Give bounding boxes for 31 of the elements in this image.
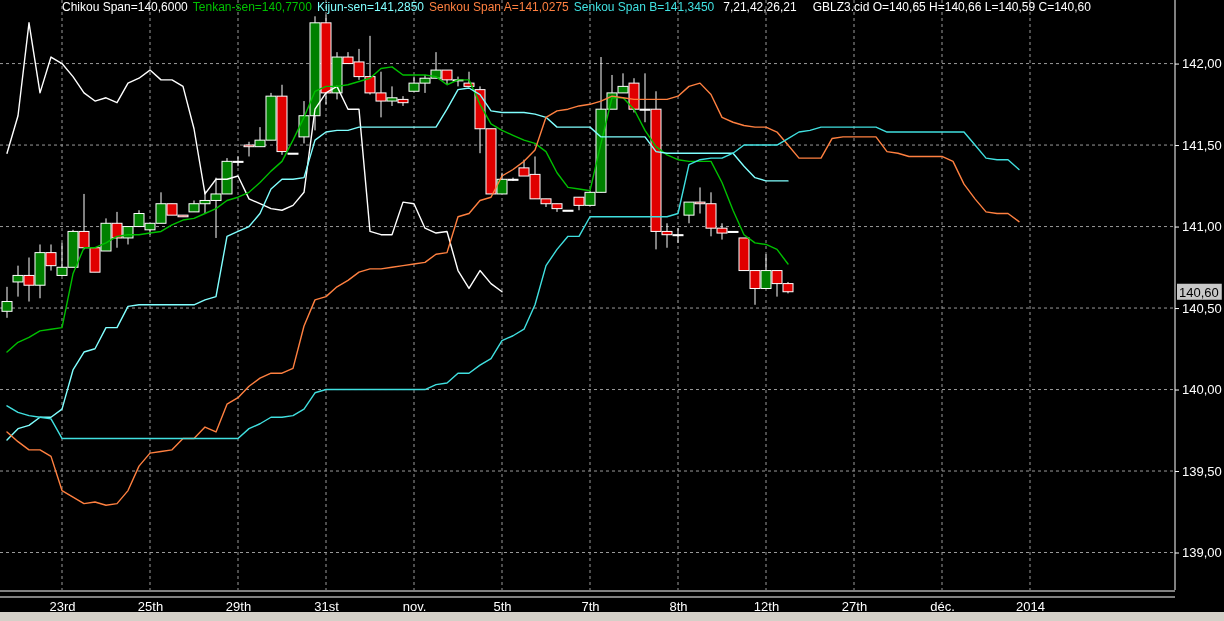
x-tick-label: 25th [137,599,164,615]
x-tick-label: 23rd [49,599,76,615]
text: Kijun-sen=141,2850 [316,0,425,14]
line-series [6,82,1020,506]
x-tick-label: 7th [581,599,600,615]
text: Chikou Span=140,6000 [62,0,189,14]
candlestick [1,286,13,319]
y-tick-label: 142,00 [1182,56,1222,72]
y-tick-label: 140,00 [1182,382,1222,398]
text: Senkou Span B=141,3450 [573,0,715,14]
x-tick-label: 8th [669,599,688,615]
x-tick-label: déc. [930,599,955,615]
annotation: GBLZ3.cid O=140,65 H=140,66 L=140,59 C=140,60 [812,0,1092,14]
y-tick-label: 139,50 [1182,463,1222,479]
x-tick-label: 12th [753,599,780,615]
x-tick-label: 27th [841,599,868,615]
x-tick-label: 5th [493,599,512,615]
line-series [6,66,789,353]
x-tick-label: nov. [402,599,427,615]
x-tick-label: 2014 [1016,599,1045,615]
text: Tenkan-sen=140,7700 [192,0,313,14]
text: 140,60 [1179,284,1219,300]
y-tick-label: 141,50 [1182,137,1222,153]
y-tick-label: 140,50 [1182,300,1222,316]
x-tick-label: 31st [314,599,340,615]
text: Senkou Span A=141,0275 [428,0,570,14]
line-series [6,126,1020,440]
x-tick-label: 29th [225,599,252,615]
y-tick-label: 141,00 [1182,219,1222,235]
y-tick-label: 139,00 [1182,545,1222,561]
annotation: 7,21,42,26,21 [723,0,797,14]
